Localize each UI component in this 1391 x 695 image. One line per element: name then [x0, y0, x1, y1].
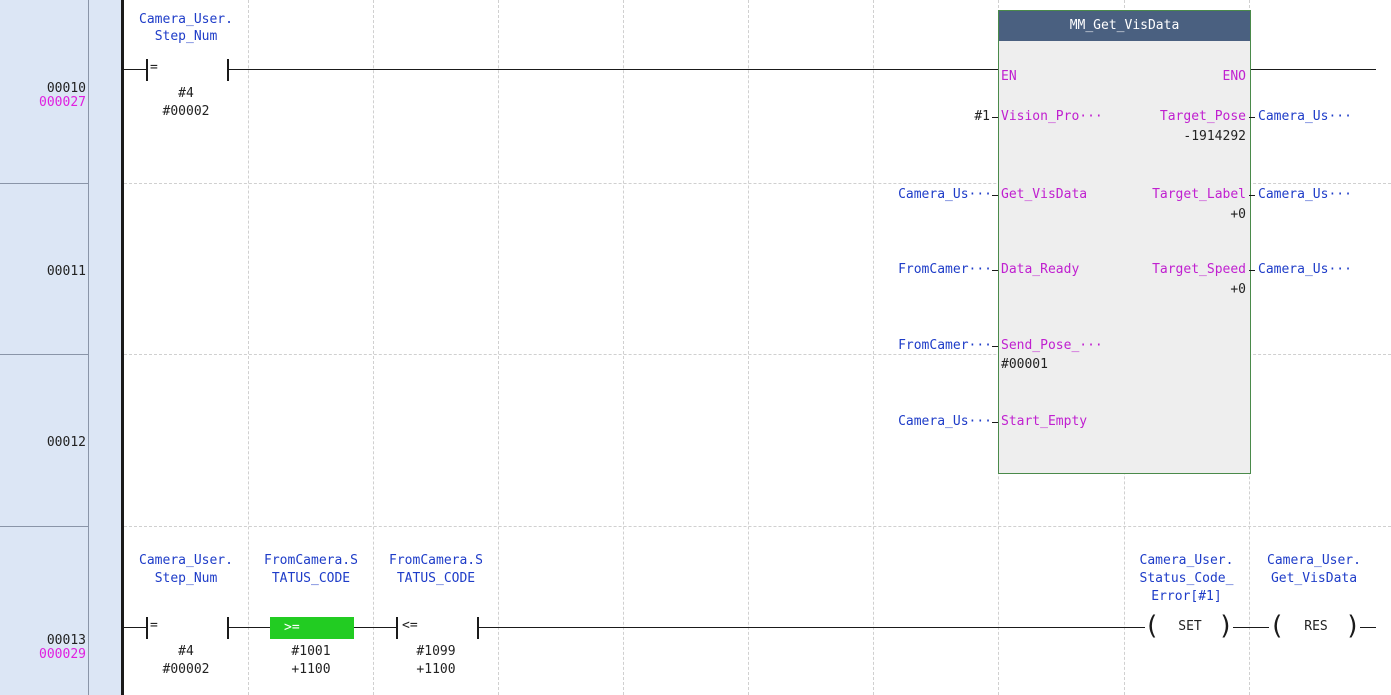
coil-variable: Get_VisData	[1270, 571, 1358, 586]
coil-variable: Camera_User.	[1267, 553, 1361, 568]
wire	[229, 627, 270, 628]
grid-line	[124, 354, 1391, 355]
row-number-00010[interactable]: 00010	[46, 81, 86, 96]
fb-pin-target-pose: Target_Pose	[1159, 109, 1246, 124]
coil-label: SET	[1178, 619, 1202, 634]
wire	[124, 69, 146, 70]
row-separator	[0, 183, 88, 184]
compare-value: #4	[178, 86, 194, 101]
fb-output-arg: Camera_Us···	[1258, 109, 1352, 124]
fb-pin-value: +0	[1230, 282, 1246, 297]
gutter-column	[88, 0, 122, 695]
fb-pin-eno: ENO	[1222, 69, 1246, 84]
grid-line	[873, 0, 874, 695]
contact-variable: FromCamera.S	[389, 553, 483, 568]
contact-variable: TATUS_CODE	[396, 571, 476, 586]
coil-variable: Camera_User.	[1139, 553, 1234, 568]
fb-pin-data-ready: Data_Ready	[1001, 262, 1080, 277]
compare-operator: =	[150, 60, 158, 75]
row-number-00012[interactable]: 00012	[46, 435, 86, 450]
contact-variable: Camera_User.	[139, 12, 233, 27]
wire	[1249, 69, 1376, 70]
contact-variable: FromCamera.S	[264, 553, 358, 568]
wire	[992, 422, 998, 423]
grid-line	[623, 0, 624, 695]
wire	[1249, 270, 1255, 271]
coil-variable: Status_Code_	[1139, 571, 1234, 586]
contact-variable: Step_Num	[154, 29, 218, 44]
fb-pin-start-empty: Start_Empty	[1001, 414, 1088, 429]
compare-value: +1100	[416, 662, 456, 677]
wire	[1360, 627, 1376, 628]
wire	[354, 627, 396, 628]
fb-pin-en: EN	[1001, 69, 1017, 84]
coil-label: RES	[1304, 619, 1328, 634]
contact-variable: TATUS_CODE	[271, 571, 351, 586]
compare-value: #00002	[162, 104, 210, 119]
fb-output-arg: Camera_Us···	[1258, 187, 1352, 202]
compare-value: +1100	[291, 662, 331, 677]
step-number-000029: 000029	[39, 647, 86, 662]
fb-input-arg: FromCamer···	[898, 338, 992, 353]
compare-value: #1001	[291, 644, 331, 659]
fb-pin-target-label: Target_Label	[1152, 187, 1246, 202]
line-number-column	[0, 0, 88, 695]
grid-line	[248, 0, 249, 695]
grid-line	[124, 526, 1391, 527]
compare-value: #00002	[162, 662, 210, 677]
fb-pin-value: +0	[1230, 207, 1246, 222]
row-number-00011[interactable]: 00011	[46, 264, 86, 279]
coil-variable: Error[#1]	[1151, 589, 1222, 604]
fb-pin-get-visdata: Get_VisData	[1001, 187, 1088, 202]
wire	[1249, 117, 1255, 118]
grid-line	[748, 0, 749, 695]
row-separator	[0, 526, 88, 527]
wire	[229, 69, 998, 70]
fb-pin-target-speed: Target_Speed	[1152, 262, 1246, 277]
compare-operator: >=	[284, 620, 300, 635]
wire	[992, 270, 998, 271]
fb-input-arg: FromCamer···	[898, 262, 992, 277]
fb-output-arg: Camera_Us···	[1258, 262, 1352, 277]
wire	[1233, 627, 1269, 628]
function-block-title: MM_Get_VisData	[999, 11, 1250, 41]
wire	[992, 195, 998, 196]
compare-operator: =	[150, 618, 158, 633]
compare-operator: <=	[402, 618, 418, 633]
fb-pin-value: #00001	[1001, 357, 1048, 372]
wire	[479, 627, 1145, 628]
fb-pin-send-pose: Send_Pose_···	[1001, 338, 1103, 353]
left-power-rail	[121, 0, 124, 695]
fb-pin-vision-program: Vision_Pro···	[1001, 109, 1103, 124]
grid-line	[498, 0, 499, 695]
row-separator	[0, 354, 88, 355]
wire	[1249, 195, 1255, 196]
row-number-00013[interactable]: 00013	[46, 633, 86, 648]
fb-pin-value: -1914292	[1183, 129, 1246, 144]
contact-variable: Camera_User.	[139, 553, 233, 568]
fb-input-arg: #1	[974, 109, 990, 124]
wire	[124, 627, 146, 628]
compare-contact-ge-active[interactable]: >=	[270, 617, 354, 639]
fb-input-arg: Camera_Us···	[898, 414, 992, 429]
function-block[interactable]: MM_Get_VisData	[998, 10, 1251, 474]
wire	[992, 117, 998, 118]
compare-value: #4	[178, 644, 194, 659]
wire	[992, 346, 998, 347]
compare-value: #1099	[416, 644, 456, 659]
grid-line	[124, 183, 1391, 184]
contact-variable: Step_Num	[154, 571, 218, 586]
grid-line	[373, 0, 374, 695]
fb-input-arg: Camera_Us···	[898, 187, 992, 202]
step-number-000027: 000027	[39, 95, 86, 110]
